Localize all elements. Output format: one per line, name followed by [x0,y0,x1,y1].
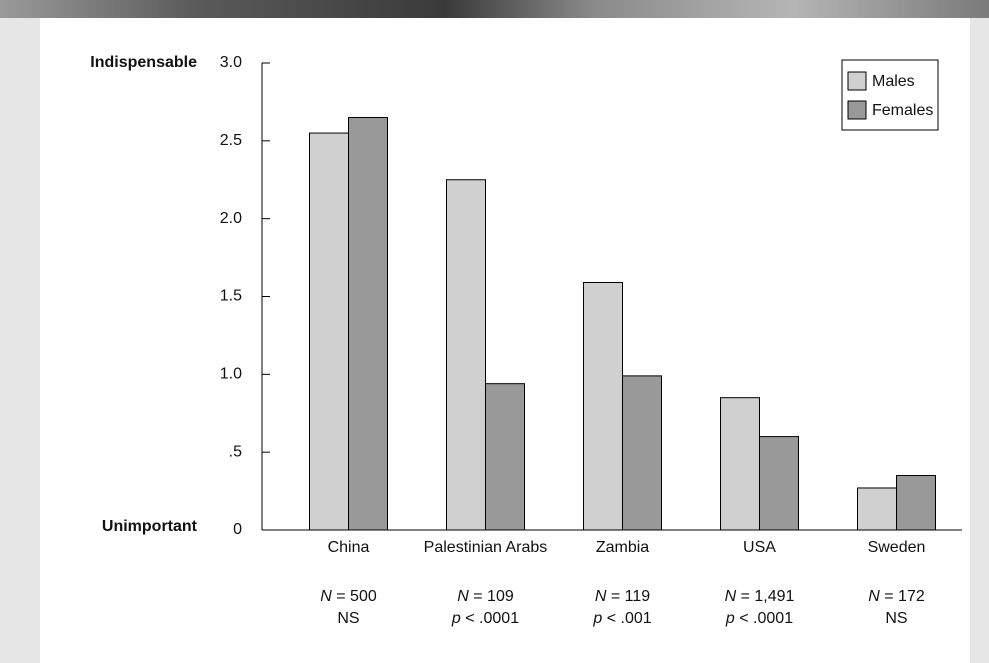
y-tick-label: 0 [233,521,242,538]
significance: NS [337,610,359,627]
p-symbol: p [451,610,461,627]
y-tick-label: 1.5 [220,288,242,305]
x-tick-label: Zambia [596,539,649,556]
significance: p < .001 [592,610,651,627]
sample-size: N = 119 [595,588,650,605]
sig-value: < .001 [607,610,652,627]
sig-value: NS [885,610,907,627]
sample-size: N = 109 [457,588,514,605]
top-label: Indispensable [90,54,197,71]
significance: p < .0001 [451,610,519,627]
n-value: = 109 [473,588,514,605]
bar [446,179,486,531]
sample-size: N = 500 [320,588,377,605]
n-symbol: N [457,588,469,605]
bar [309,132,349,531]
y-tick-label: 2.5 [220,132,242,149]
x-tick-label: Sweden [868,539,926,556]
legend-swatch [847,100,867,120]
n-symbol: N [868,588,880,605]
y-tick-label: 2.0 [220,210,242,227]
y-tick-label: 1.0 [220,366,242,383]
x-tick-label: USA [743,539,776,556]
bar [583,281,623,531]
sample-size: N = 172 [868,588,925,605]
bar [896,475,936,531]
x-tick-label: Palestinian Arabs [424,539,548,556]
legend-swatch [847,71,867,91]
y-tick-label: 3.0 [220,54,242,71]
bar [857,487,897,531]
p-symbol: p [592,610,602,627]
bar [720,397,760,531]
legend-label: Males [872,73,915,90]
n-symbol: N [725,588,737,605]
x-tick-label: China [328,539,370,556]
panel [40,18,970,663]
significance: p < .0001 [725,610,793,627]
y-tick-label: .5 [229,443,242,460]
n-symbol: N [320,588,332,605]
sample-size: N = 1,491 [725,588,795,605]
bottom-label: Unimportant [102,518,198,535]
n-value: = 119 [611,588,650,605]
sig-value: NS [337,610,359,627]
n-value: = 500 [336,588,377,605]
p-symbol: p [725,610,735,627]
n-value: = 1,491 [741,588,795,605]
n-value: = 172 [884,588,925,605]
significance: NS [885,610,907,627]
bar [622,375,662,531]
bar [348,116,388,531]
bar [759,436,799,531]
legend-label: Females [872,102,933,119]
sig-value: < .0001 [465,610,519,627]
n-symbol: N [595,588,607,605]
bar [485,383,525,531]
photo-banner [0,0,989,18]
sig-value: < .0001 [739,610,793,627]
